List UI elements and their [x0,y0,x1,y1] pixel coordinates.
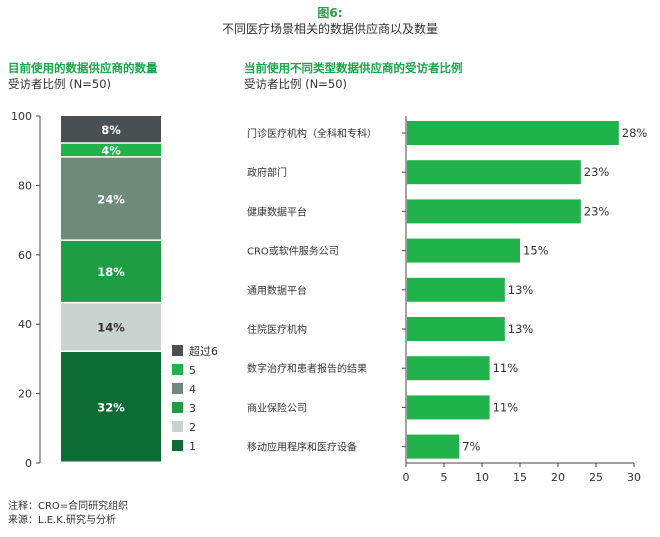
legend-label: 3 [189,402,196,415]
bar-data-label: 23% [584,204,610,218]
y-tick-label: 100 [11,110,32,123]
segment-data-label: 4% [101,144,121,158]
bar-data-label: 11% [493,400,519,414]
legend-label: 5 [189,364,196,377]
y-tick-label: 60 [18,249,32,262]
legend-swatch-1 [172,440,183,451]
bar-data-label: 23% [584,165,610,179]
category-label: 通用数据平台 [247,284,307,297]
category-label: 门诊医疗机构（全科和专科） [247,127,377,140]
stacked-segment-5 [61,143,161,157]
stacked-segment-1 [61,351,161,462]
category-label: 数字治疗和患者报告的结果 [247,362,367,375]
x-tick-label: 5 [441,471,448,484]
legend-swatch-3 [172,402,183,413]
bar [407,199,581,224]
y-tick-label: 0 [25,457,32,470]
bar [407,317,505,341]
bar [407,395,490,420]
left-chart-subtitle: 受访者比例 (N=50) [8,77,111,91]
y-tick-label: 20 [18,388,32,401]
category-label: CRO或软件服务公司 [247,245,339,258]
left-chart-title: 目前使用的数据供应商的数量 [8,61,158,75]
legend-label: 超过6 [189,344,218,358]
y-tick-label: 40 [18,318,32,331]
x-tick-label: 20 [551,471,565,484]
category-label: 健康数据平台 [247,205,307,218]
bar-data-label: 7% [462,440,480,454]
category-label: 住院医疗机构 [247,323,307,336]
bar [407,238,520,263]
x-tick-label: 0 [403,471,410,484]
y-tick-label: 80 [18,179,32,192]
stacked-segment-超过6 [61,116,161,143]
x-tick-label: 15 [513,471,527,484]
bar [407,121,619,145]
source-text: 来源：L.E.K.研究与分析 [8,515,116,526]
segment-data-label: 24% [97,192,125,206]
footnotes: 注释：CRO=合同研究组织 来源：L.E.K.研究与分析 [8,500,128,528]
bar-data-label: 11% [493,361,519,375]
stacked-segment-4 [61,157,161,240]
bar-data-label: 28% [622,126,648,140]
legend-label: 1 [189,440,196,453]
x-tick-label: 10 [475,471,489,484]
bar [407,434,460,459]
x-tick-label: 30 [627,471,641,484]
x-tick-label: 25 [589,471,603,484]
figure-title: 不同医疗场景相关的数据供应商以及数量 [221,22,438,36]
bar [407,356,490,381]
stacked-segment-3 [61,240,161,302]
bar [407,160,581,185]
legend-swatch-超过6 [172,345,183,356]
segment-data-label: 32% [97,400,125,414]
bar-data-label: 13% [508,283,534,297]
category-label: 商业保险公司 [247,401,307,414]
segment-data-label: 18% [97,265,125,279]
right-chart-subtitle: 受访者比例 (N=50) [244,77,347,91]
segment-data-label: 14% [97,321,125,335]
legend-label: 2 [189,421,196,434]
bar [407,277,505,302]
stacked-segment-2 [61,303,161,351]
bar-data-label: 15% [523,244,549,258]
stacked-bar-chart: 0 20 40 60 80 100 32% 14% 18% 24% 4% 8% 超过6 5 4 3 2 1 [11,110,218,470]
segment-data-label: 8% [101,123,121,137]
legend-swatch-4 [172,383,183,394]
legend-swatch-2 [172,421,183,432]
category-label: 移动应用程序和医疗设备 [247,441,357,454]
bar-data-label: 13% [508,322,534,336]
legend-swatch-5 [172,364,183,375]
figure-label: 图6: [317,6,343,20]
note-text: 注释：CRO=合同研究组织 [8,501,129,512]
right-chart-title: 当前使用不同类型数据供应商的受访者比例 [244,61,463,75]
category-label: 政府部门 [247,166,287,179]
legend-label: 4 [189,383,196,396]
